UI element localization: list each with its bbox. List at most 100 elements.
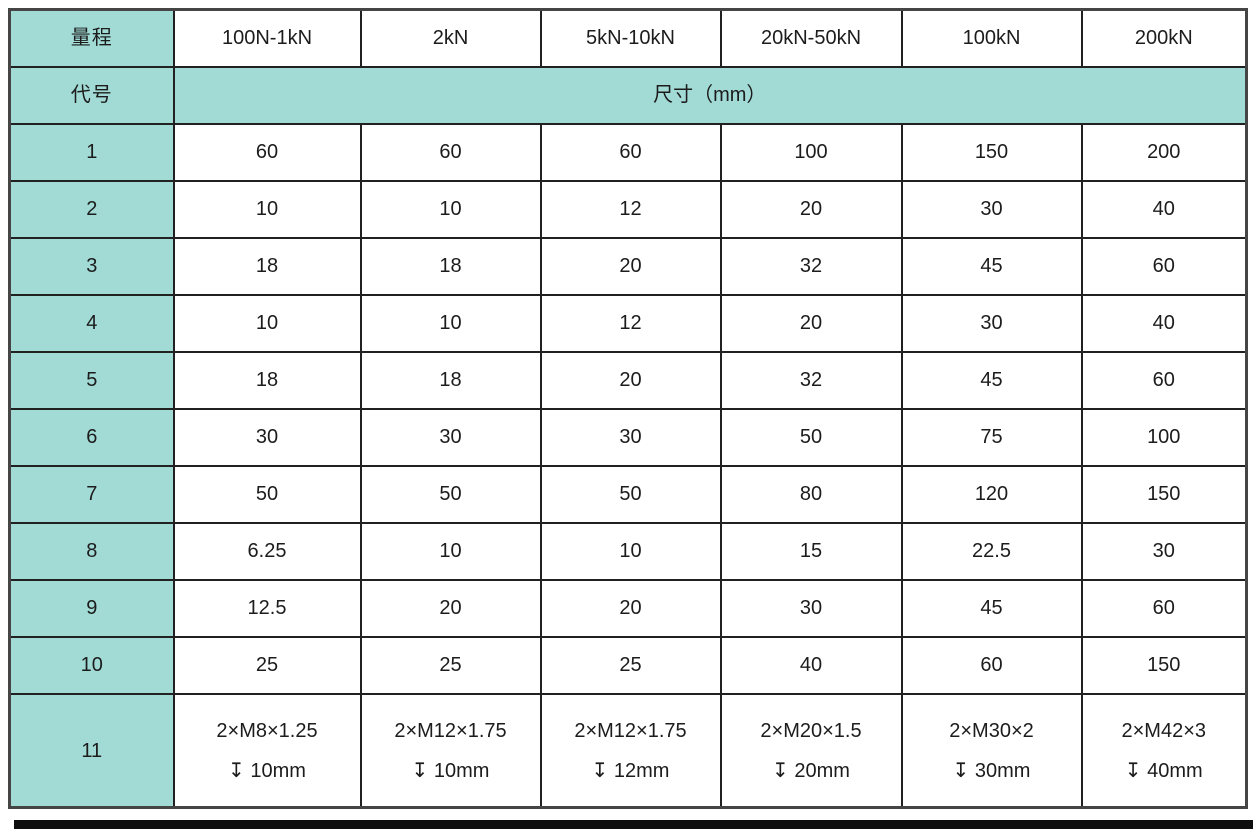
cell-value: 18	[172, 351, 362, 410]
cell-value: 32	[719, 237, 903, 296]
cell-value: 2×M12×1.75 ↧ 12mm	[539, 693, 722, 809]
table-row: 10 25 25 25 40 60 150	[8, 636, 1248, 695]
range-corner-header: 量程	[8, 8, 175, 68]
cell-value: 2×M30×2 ↧ 30mm	[900, 693, 1083, 809]
table-row: 9 12.5 20 20 30 45 60	[8, 579, 1248, 638]
cell-value: 150	[1080, 636, 1248, 695]
table-row: 6 30 30 30 50 75 100	[8, 408, 1248, 467]
cell-value: 6.25	[172, 522, 362, 581]
code-corner-header: 代号	[8, 66, 175, 125]
cell-value: 100	[719, 123, 903, 182]
cell-value: 10	[359, 180, 542, 239]
cell-value: 32	[719, 351, 903, 410]
cell-value: 30	[719, 579, 903, 638]
table-row: 4 10 10 12 20 30 40	[8, 294, 1248, 353]
cell-value: 45	[900, 351, 1083, 410]
column-header-2kn: 2kN	[359, 8, 542, 68]
cell-value: 20	[359, 579, 542, 638]
row-code: 4	[8, 294, 175, 353]
cell-value: 20	[539, 579, 722, 638]
cell-value: 30	[900, 294, 1083, 353]
column-header-200kn: 200kN	[1080, 8, 1248, 68]
cell-value: 18	[172, 237, 362, 296]
cell-value: 60	[172, 123, 362, 182]
cell-value: 50	[539, 465, 722, 524]
cell-value: 50	[719, 408, 903, 467]
dimension-spec-table: 量程 100N-1kN 2kN 5kN-10kN 20kN-50kN 100kN…	[8, 8, 1248, 809]
cell-value: 30	[359, 408, 542, 467]
cell-value: 60	[539, 123, 722, 182]
row-code: 9	[8, 579, 175, 638]
cell-value: 50	[359, 465, 542, 524]
cell-value: 2×M20×1.5 ↧ 20mm	[719, 693, 903, 809]
table-row: 7 50 50 50 80 120 150	[8, 465, 1248, 524]
cell-value: 2×M8×1.25 ↧ 10mm	[172, 693, 362, 809]
cell-value: 2×M12×1.75 ↧ 10mm	[359, 693, 542, 809]
cell-value: 20	[719, 294, 903, 353]
cell-value: 40	[719, 636, 903, 695]
cell-value: 15	[719, 522, 903, 581]
cell-value: 200	[1080, 123, 1248, 182]
cell-value: 12.5	[172, 579, 362, 638]
table-row: 1 60 60 60 100 150 200	[8, 123, 1248, 182]
subheader-row: 代号 尺寸（mm）	[8, 66, 1248, 125]
cell-value: 150	[1080, 465, 1248, 524]
cell-value: 10	[172, 294, 362, 353]
column-header-100n-1kn: 100N-1kN	[172, 8, 362, 68]
cell-value: 80	[719, 465, 903, 524]
row-code: 5	[8, 351, 175, 410]
table-row: 11 2×M8×1.25 ↧ 10mm 2×M12×1.75 ↧ 10mm 2×M12…	[8, 693, 1248, 809]
cell-value: 150	[900, 123, 1083, 182]
column-header-5kn-10kn: 5kN-10kN	[539, 8, 722, 68]
cell-value: 20	[539, 351, 722, 410]
column-header-20kn-50kn: 20kN-50kN	[719, 8, 903, 68]
cell-value: 50	[172, 465, 362, 524]
cell-value: 20	[539, 237, 722, 296]
row-code: 11	[8, 693, 175, 809]
cell-value: 12	[539, 180, 722, 239]
cell-value: 40	[1080, 180, 1248, 239]
table-row: 3 18 18 20 32 45 60	[8, 237, 1248, 296]
cell-value: 30	[539, 408, 722, 467]
table-body: 1 60 60 60 100 150 200 2 10 10 12 20 30 40 3 18 18 20 32 45…	[8, 123, 1248, 809]
table-row: 5 18 18 20 32 45 60	[8, 351, 1248, 410]
cell-value: 60	[900, 636, 1083, 695]
size-unit-header: 尺寸（mm）	[172, 66, 1248, 125]
cell-value: 30	[172, 408, 362, 467]
cell-value: 60	[1080, 579, 1248, 638]
row-code: 3	[8, 237, 175, 296]
cell-value: 25	[172, 636, 362, 695]
cell-value: 10	[359, 294, 542, 353]
cell-value: 10	[172, 180, 362, 239]
cell-value: 30	[1080, 522, 1248, 581]
cell-value: 10	[539, 522, 722, 581]
cell-value: 25	[359, 636, 542, 695]
cell-value: 60	[1080, 351, 1248, 410]
column-header-100kn: 100kN	[900, 8, 1083, 68]
cell-value: 30	[900, 180, 1083, 239]
header-row: 量程 100N-1kN 2kN 5kN-10kN 20kN-50kN 100kN…	[8, 8, 1248, 68]
row-code: 2	[8, 180, 175, 239]
table-row: 2 10 10 12 20 30 40	[8, 180, 1248, 239]
cell-value: 18	[359, 237, 542, 296]
row-code: 10	[8, 636, 175, 695]
row-code: 6	[8, 408, 175, 467]
cell-value: 60	[359, 123, 542, 182]
row-code: 1	[8, 123, 175, 182]
bottom-divider-rule	[14, 820, 1253, 829]
cell-value: 100	[1080, 408, 1248, 467]
cell-value: 45	[900, 237, 1083, 296]
cell-value: 120	[900, 465, 1083, 524]
cell-value: 20	[719, 180, 903, 239]
table-row: 8 6.25 10 10 15 22.5 30	[8, 522, 1248, 581]
cell-value: 12	[539, 294, 722, 353]
row-code: 7	[8, 465, 175, 524]
cell-value: 25	[539, 636, 722, 695]
cell-value: 10	[359, 522, 542, 581]
cell-value: 45	[900, 579, 1083, 638]
cell-value: 22.5	[900, 522, 1083, 581]
cell-value: 18	[359, 351, 542, 410]
row-code: 8	[8, 522, 175, 581]
cell-value: 2×M42×3 ↧ 40mm	[1080, 693, 1248, 809]
